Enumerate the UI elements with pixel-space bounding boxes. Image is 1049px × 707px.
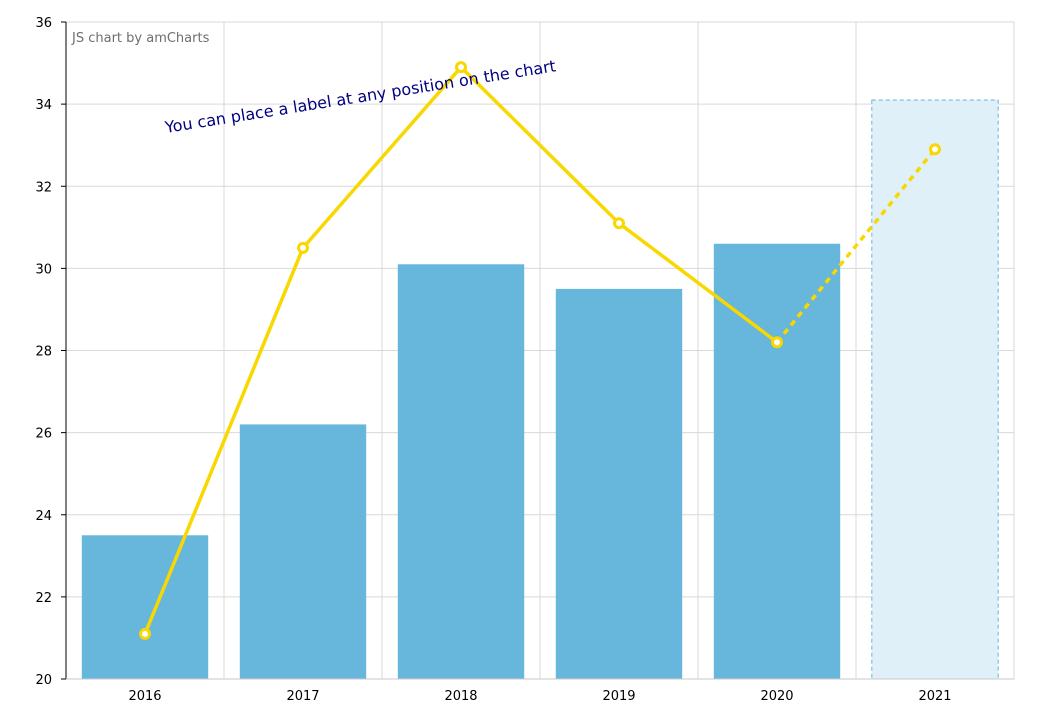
grid (65, 21, 1015, 680)
x-tick-label: 2019 (602, 689, 635, 704)
line-point[interactable] (455, 61, 467, 74)
axes: 20 22 24 26 28 30 32 34 36 2016 2017 2018 2019 2020 20… (35, 16, 1014, 704)
y-tick-label: 28 (35, 345, 52, 360)
bar[interactable] (397, 264, 525, 679)
bar-series (81, 99, 999, 680)
x-tick-label: 2020 (760, 689, 793, 704)
bar[interactable] (555, 288, 683, 679)
y-tick-label: 30 (35, 262, 52, 277)
bar-projected[interactable] (871, 99, 999, 680)
y-tick-label: 36 (35, 16, 52, 31)
y-tick-label: 24 (35, 509, 52, 524)
y-tick-label: 34 (35, 98, 52, 113)
line-point[interactable] (297, 241, 309, 254)
labels: JS chart by amCharts You can place a lab… (71, 31, 557, 137)
x-tick-label: 2021 (918, 689, 951, 704)
bar[interactable] (713, 243, 841, 680)
y-tick-label: 32 (35, 180, 52, 195)
line-dashed (775, 148, 937, 344)
y-tick-label: 20 (35, 673, 52, 688)
y-tick-label: 26 (35, 427, 52, 442)
line-series (139, 61, 941, 640)
chart-credit[interactable]: JS chart by amCharts (71, 31, 210, 46)
line-point[interactable] (929, 143, 941, 156)
y-tick-label: 22 (35, 591, 52, 606)
bar[interactable] (239, 424, 367, 679)
line-point[interactable] (613, 217, 625, 230)
line-point[interactable] (771, 336, 783, 349)
chart-annotation: You can place a label at any position on… (163, 56, 557, 137)
x-tick-label: 2016 (128, 689, 161, 704)
x-tick-label: 2018 (444, 689, 477, 704)
line-point[interactable] (139, 627, 151, 640)
bar[interactable] (81, 535, 209, 679)
x-tick-label: 2017 (286, 689, 319, 704)
